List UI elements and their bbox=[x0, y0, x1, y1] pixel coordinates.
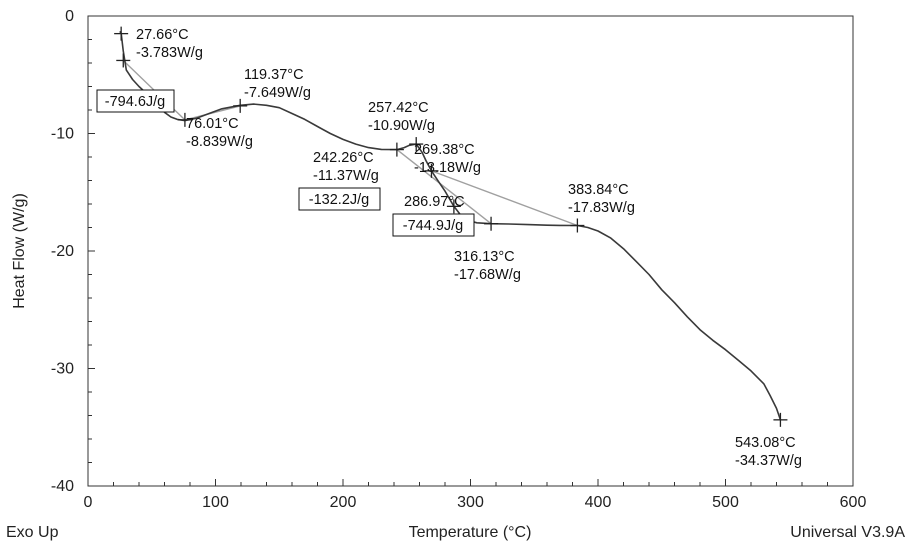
marker-label-flow: -10.90W/g bbox=[368, 118, 435, 134]
marker-label-temp: 76.01°C bbox=[186, 116, 239, 132]
marker-label-temp: 242.26°C bbox=[313, 150, 374, 166]
marker-label-temp: 543.08°C bbox=[735, 435, 796, 451]
marker-label-flow: -8.839W/g bbox=[186, 134, 253, 150]
marker-label-flow: -11.37W/g bbox=[313, 168, 379, 184]
y-tick-label: -30 bbox=[51, 361, 74, 378]
marker-label-flow: -3.783W/g bbox=[136, 45, 203, 61]
enthalpy-box bbox=[298, 187, 381, 211]
enthalpy-value: -794.6J/g bbox=[105, 94, 165, 110]
x-tick-label: 600 bbox=[840, 494, 867, 511]
marker-label-flow: -13.18W/g bbox=[414, 160, 481, 176]
baseline-line bbox=[431, 170, 578, 227]
y-tick-label: 0 bbox=[65, 8, 74, 25]
enthalpy-value: -744.9J/g bbox=[403, 218, 463, 234]
x-tick-label: 100 bbox=[202, 494, 229, 511]
marker-label-temp: 316.13°C bbox=[454, 249, 515, 265]
marker-label-flow: -17.68W/g bbox=[454, 267, 521, 283]
baseline-line bbox=[396, 149, 492, 225]
axis-ticks bbox=[87, 15, 854, 487]
marker-label-flow: -34.37W/g bbox=[735, 453, 802, 469]
marker-label-temp: 257.42°C bbox=[368, 100, 429, 116]
enthalpy-box bbox=[392, 213, 475, 237]
marker-label-temp: 269.38°C bbox=[414, 142, 475, 158]
y-tick-label: -20 bbox=[51, 243, 74, 260]
marker-label-temp: 27.66°C bbox=[136, 27, 189, 43]
series-line bbox=[119, 30, 782, 421]
heat-flow-series bbox=[119, 30, 782, 421]
enthalpy-box bbox=[96, 89, 175, 113]
x-tick-label: 300 bbox=[457, 494, 484, 511]
x-tick-label: 200 bbox=[330, 494, 357, 511]
x-tick-label: 400 bbox=[585, 494, 612, 511]
x-tick-label: 500 bbox=[712, 494, 739, 511]
marker-label-temp: 119.37°C bbox=[244, 67, 304, 83]
marker-label-temp: 286.97°C bbox=[404, 194, 465, 210]
x-axis-title: Temperature (°C) bbox=[409, 524, 532, 541]
x-tick-label: 0 bbox=[84, 494, 93, 511]
marker-label-flow: -17.83W/g bbox=[568, 200, 635, 216]
marker-label-temp: 383.84°C bbox=[568, 182, 629, 198]
axis-tick-labels: 0 100 200 300 400 500 600 0 -10 -20 -30 -40 bbox=[51, 8, 867, 511]
y-tick-label: -40 bbox=[51, 478, 74, 495]
y-axis-title: Heat Flow (W/g) bbox=[11, 193, 28, 309]
y-tick-label: -10 bbox=[51, 126, 74, 143]
plot-frame bbox=[87, 15, 854, 487]
point-markers bbox=[114, 26, 788, 427]
software-version-label: Universal V3.9A bbox=[790, 524, 905, 541]
enthalpy-value: -132.2J/g bbox=[309, 192, 369, 208]
exo-up-label: Exo Up bbox=[6, 524, 59, 541]
marker-label-flow: -7.649W/g bbox=[244, 85, 311, 101]
